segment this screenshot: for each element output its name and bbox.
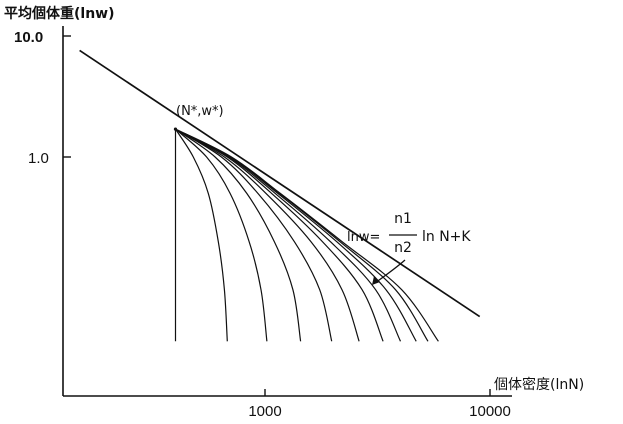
formula-annotation: lnw= n1 n2 ln N+K [347,211,471,285]
boundary-line [79,49,481,318]
axes [62,26,512,397]
curve-5 [175,128,333,342]
curve-7 [175,128,384,342]
x-tick-label-10000: 10000 [469,403,511,420]
formula-denominator: n2 [394,240,412,256]
curve-3 [175,128,268,342]
curve-2 [174,128,228,342]
curve-4 [175,128,302,342]
curve-11 [175,128,439,342]
x-axis-label: 個体密度(lnN) [494,376,584,393]
formula-arrowhead [372,276,380,285]
y-axis-label: 平均個体重(lnw) [4,5,115,22]
initial-point [173,127,178,131]
plot-area [79,49,481,342]
y-tick-label-1: 1.0 [28,150,49,167]
formula-rhs: ln N+K [422,229,471,245]
curve-6 [175,128,360,342]
formula-numerator: n1 [394,211,412,227]
curve-8 [175,128,402,342]
initial-point-label: (N*,w*) [176,104,224,119]
y-tick-label-10: 10.0 [14,29,43,46]
x-tick-label-1000: 1000 [248,403,281,420]
